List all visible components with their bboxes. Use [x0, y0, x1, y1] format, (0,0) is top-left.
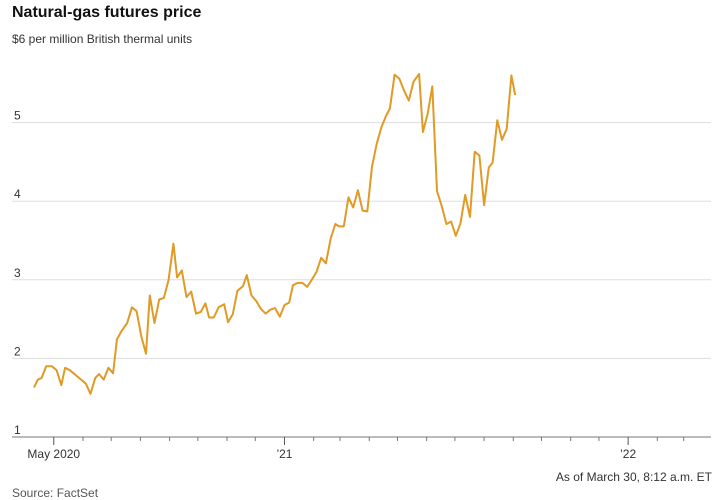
series-line-0 — [33, 72, 517, 395]
source-note: Source: FactSet — [12, 486, 99, 500]
chart-title: Natural-gas futures price — [12, 4, 202, 21]
y-axis-ticks: 1 2 3 4 5 — [14, 109, 21, 437]
series-group — [33, 72, 517, 395]
y-tick-label-2: 2 — [14, 344, 21, 358]
y-tick-label-5: 5 — [14, 109, 21, 123]
y-tick-label-4: 4 — [14, 187, 21, 201]
as-of-timestamp: As of March 30, 8:12 a.m. ET — [555, 470, 712, 484]
x-axis: May 2020 ’21 ’22 — [12, 436, 711, 461]
gridlines — [12, 122, 711, 359]
x-tick-label-1: ’21 — [276, 447, 292, 461]
x-tick-label-0: May 2020 — [27, 447, 80, 461]
x-tick-label-2: ’22 — [620, 447, 636, 461]
chart-subtitle: $6 per million British thermal units — [12, 32, 193, 46]
y-tick-label-3: 3 — [14, 266, 21, 280]
y-tick-label-1: 1 — [14, 423, 21, 437]
